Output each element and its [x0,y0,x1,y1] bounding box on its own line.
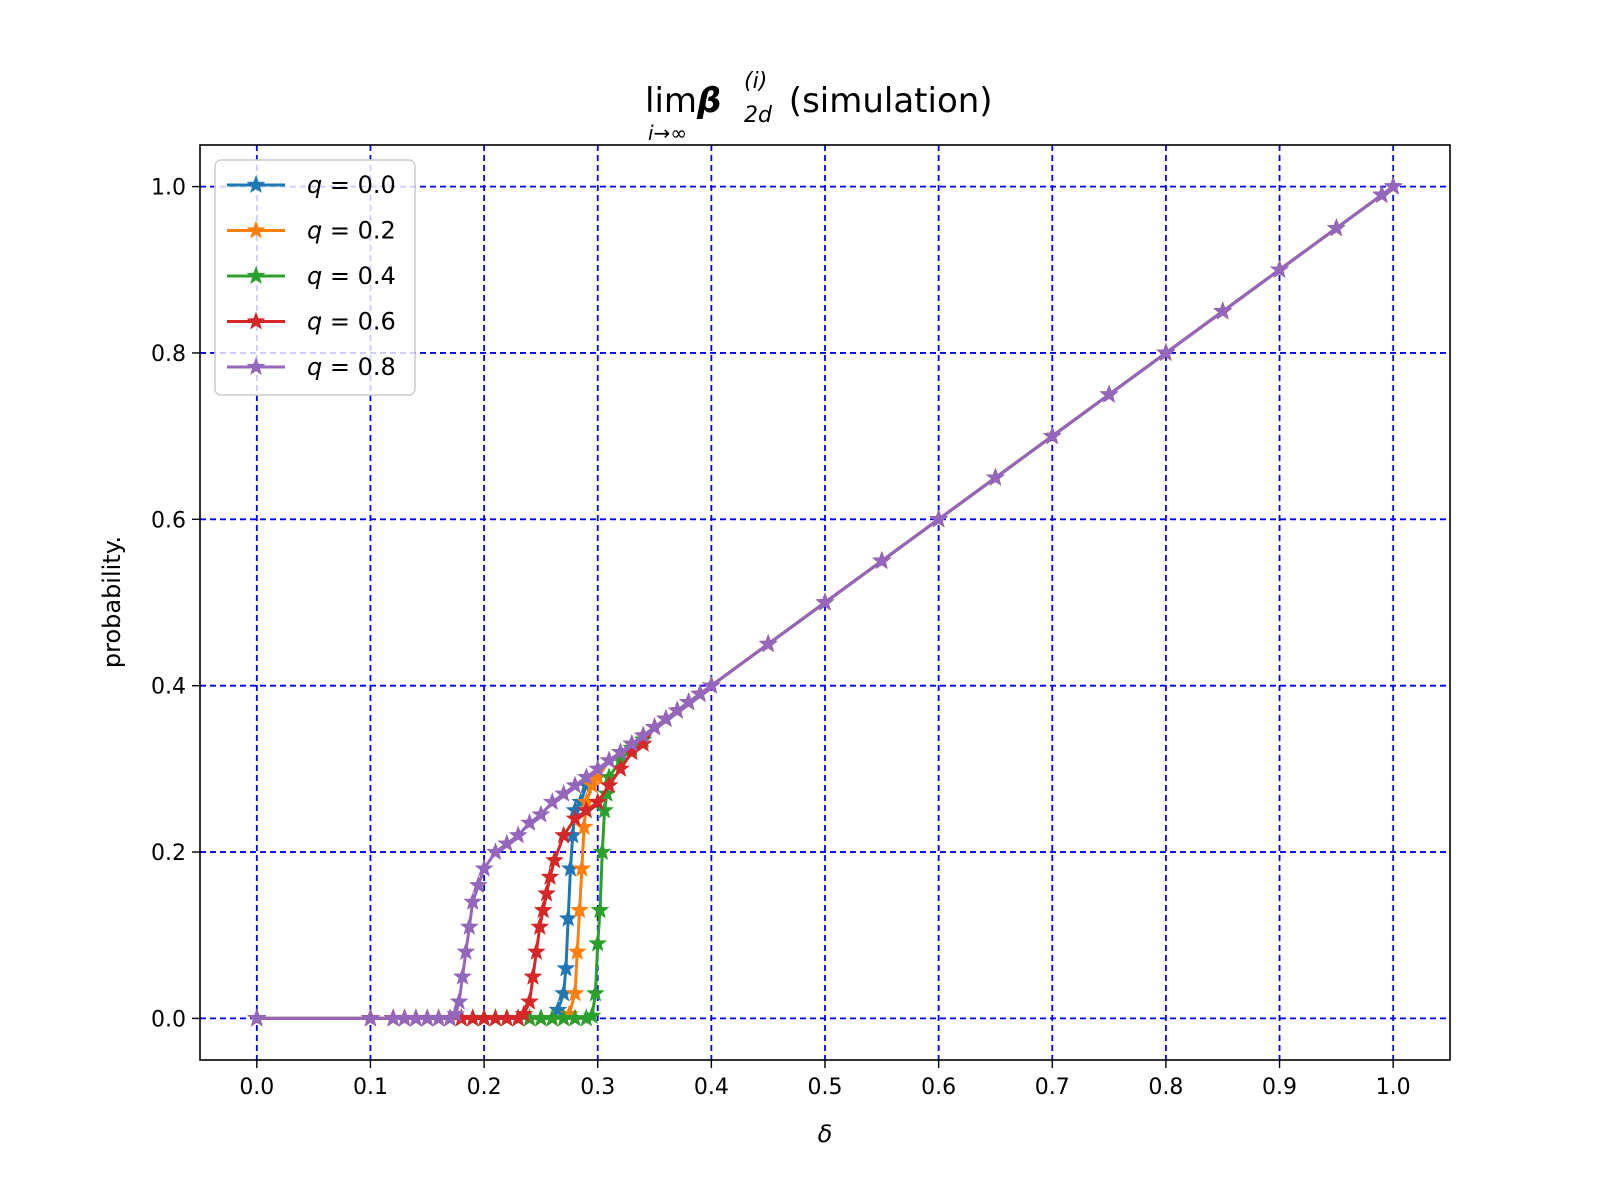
x-tick-label: 0.1 [353,1075,388,1100]
data-point-marker [1326,218,1346,237]
legend-marker [246,220,266,239]
x-tick-label: 0.4 [694,1075,729,1100]
data-point-marker [520,991,539,1010]
legend-marker [246,266,266,284]
data-point-marker [599,775,619,794]
legend-box [214,159,416,396]
y-tick-label: 0.6 [151,508,186,533]
grid-lines [200,145,1450,1060]
data-point-marker [531,804,551,823]
data-point-marker [508,825,528,844]
legend-marker [246,175,266,193]
data-point-marker [469,875,488,894]
legend-entry-label: q = 0.6 [307,308,396,336]
x-tick-label: 1.0 [1376,1075,1411,1100]
data-point-marker [929,509,949,528]
data-point-marker [453,966,472,985]
data-point-marker [595,800,614,819]
data-point-marker [582,775,602,794]
data-point-marker [570,900,589,919]
data-point-marker [537,883,556,902]
x-tick-label: 0.7 [1035,1075,1070,1100]
x-tick-label: 0.6 [921,1075,956,1100]
series-group [247,176,1403,1027]
data-point-marker [459,917,479,935]
data-point-marker [474,858,494,877]
title-suffix: (simulation) [778,81,993,121]
axes: 0.0 0.1 0.2 0.3 0.4 0.5 0.6 0.7 0.8 0.9 1.0 0.0 0.2 0… [151,176,1411,1100]
data-point-marker [446,1004,466,1023]
y-tick-label: 1.0 [151,176,186,201]
data-point-marker [872,551,892,569]
data-point-marker [758,634,778,653]
title-subscript: 2d [744,103,773,128]
data-point-marker [701,675,721,694]
data-point-marker [540,867,560,885]
data-point-marker [592,842,612,861]
y-tick-label: 0.0 [151,1007,186,1032]
x-tick-label: 0.5 [808,1075,843,1100]
legend-entry-label: q = 0.0 [307,171,396,199]
x-tick-label: 0.0 [239,1075,274,1100]
data-series [247,176,1403,1027]
title-symbol: β [696,81,721,121]
data-point-marker [815,592,835,611]
title-superscript: (i) [744,69,767,94]
data-point-marker [523,966,543,985]
chart-title-text: limβ [645,81,721,121]
data-point-marker [556,958,576,977]
data-point-marker [1213,301,1233,320]
data-point-marker [572,858,592,877]
data-point-marker [533,900,553,919]
x-axis-label: δ [818,1120,833,1148]
data-point-marker [1156,343,1176,361]
y-tick-label: 0.2 [151,841,186,866]
legend-entry-label: q = 0.2 [307,217,396,245]
data-point-marker [1270,259,1289,278]
data-point-marker [586,983,605,1002]
title-limit-subscript: i→∞ [648,121,687,145]
data-point-marker [545,850,564,869]
legend-marker [246,311,266,330]
data-point-marker [554,825,574,844]
data-point-marker [463,892,483,910]
y-axis-label: probability. [98,536,126,668]
data-point-marker [582,1006,602,1024]
legend: q = 0.0 q = 0.2 q = 0.4 q = 0.6 q = 0.8 [214,159,416,396]
data-point-marker [449,991,469,1010]
chart-title: limβ (i) 2d (simulation) i→∞ [645,69,993,145]
data-point-marker [590,900,610,919]
x-tick-label: 0.2 [467,1075,502,1100]
x-tick-label: 0.9 [1262,1075,1297,1100]
legend-marker [246,357,266,375]
y-tick-label: 0.4 [151,675,186,700]
data-point-marker [588,933,608,952]
y-tick-label: 0.8 [151,342,186,367]
data-point-marker [456,942,476,960]
data-point-marker [361,1008,380,1027]
data-point-marker [1042,426,1062,445]
data-point-marker [526,942,546,960]
data-point-marker [588,792,608,811]
data-point-marker [986,467,1005,486]
data-point-marker [548,1000,568,1019]
data-point-marker [567,942,587,960]
title-lim: lim [645,81,697,121]
data-point-marker [514,1004,534,1023]
data-point-marker [1383,176,1403,195]
data-point-marker [530,917,550,935]
x-tick-label: 0.3 [580,1075,615,1100]
legend-entry-label: q = 0.4 [307,262,396,290]
legend-entry-label: q = 0.8 [307,353,396,381]
x-tick-label: 0.8 [1148,1075,1183,1100]
data-point-marker [1099,384,1119,403]
data-point-marker [247,1008,267,1027]
data-point-marker [565,983,585,1002]
